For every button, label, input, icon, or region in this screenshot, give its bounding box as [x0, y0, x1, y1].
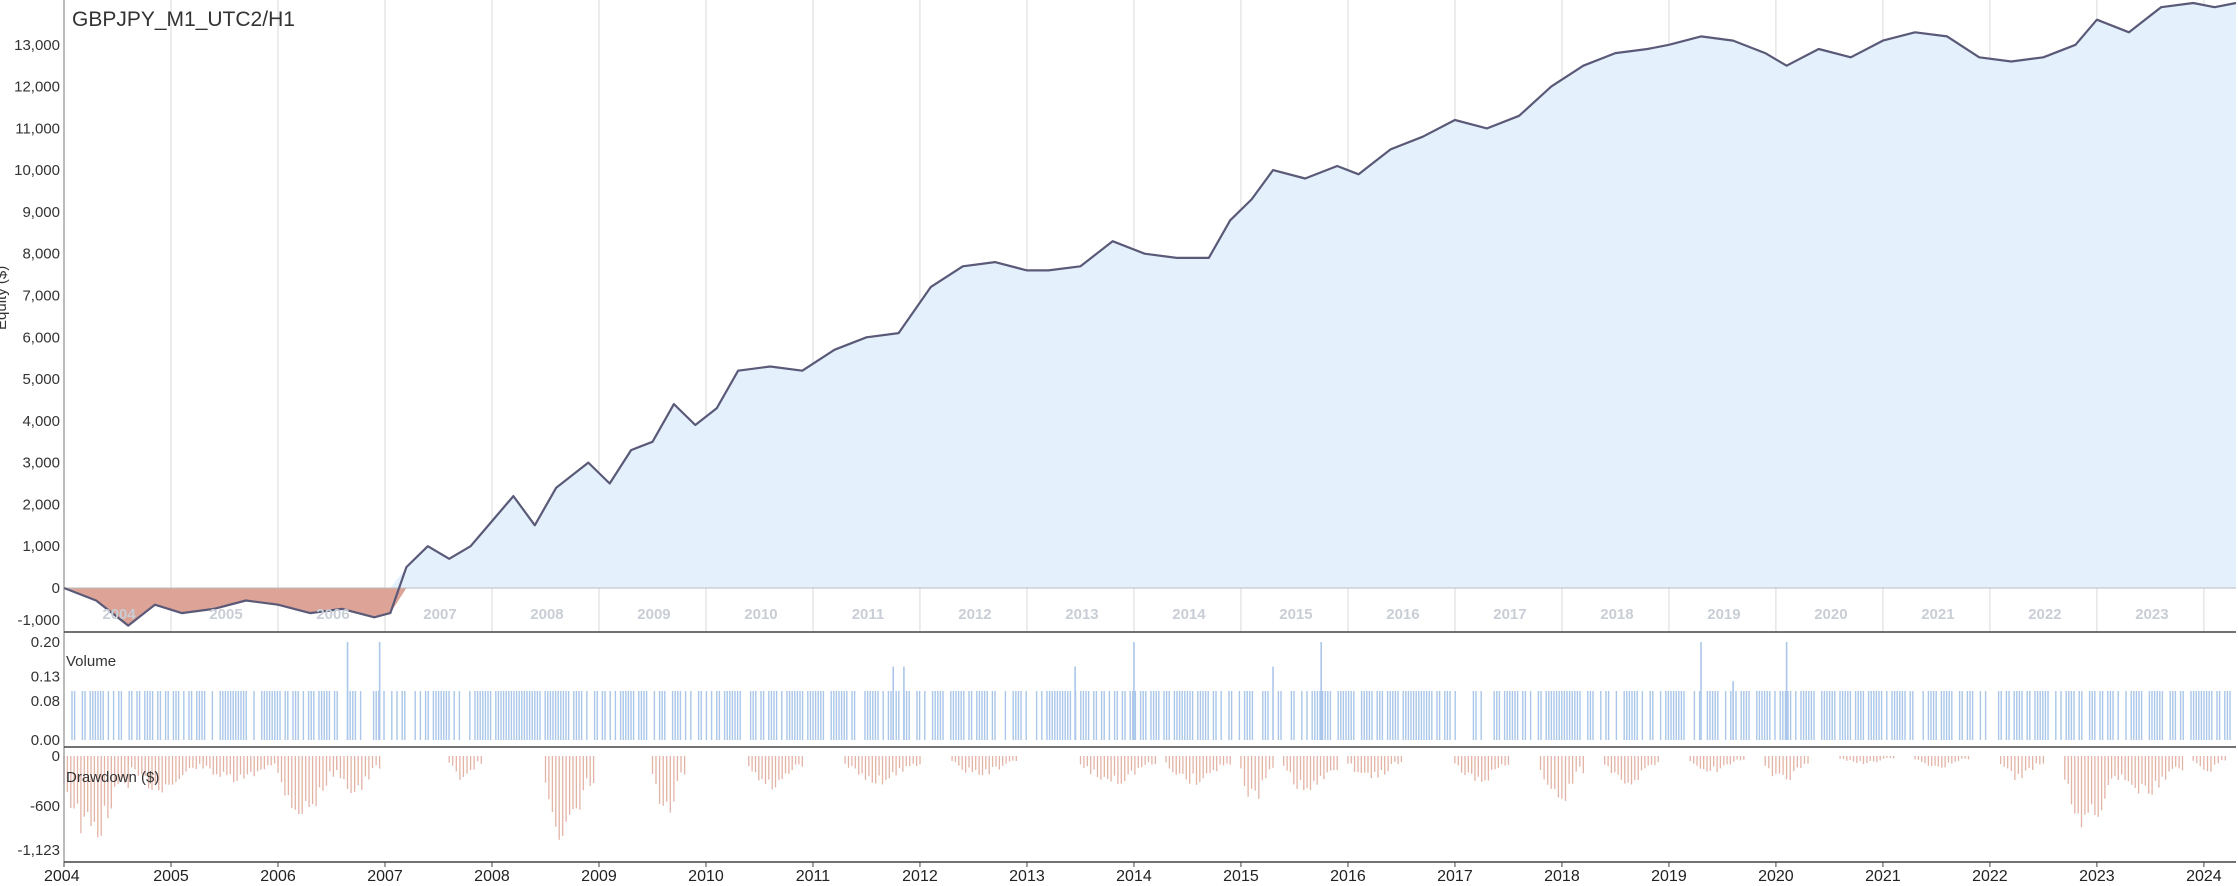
equity-tick-label: 10,000 [14, 162, 60, 179]
equity-tick-label: 8,000 [22, 246, 60, 263]
x-tick-label: 2013 [1009, 868, 1045, 885]
year-watermark: 2013 [1065, 606, 1098, 623]
equity-tick-label: 11,000 [15, 120, 60, 137]
x-tick-label: 2017 [1437, 868, 1473, 885]
year-watermark: 2023 [2135, 606, 2168, 623]
equity-tick-label: 4,000 [22, 413, 60, 430]
equity-tick-label: -1,000 [17, 612, 60, 629]
x-tick-label: 2016 [1330, 868, 1366, 885]
x-tick-label: 2023 [2079, 868, 2115, 885]
drawdown-tick-label: -600 [30, 798, 60, 815]
x-tick-label: 2004 [44, 868, 80, 885]
drawdown-panel-label: Drawdown ($) [66, 769, 159, 786]
year-watermark: 2009 [637, 606, 670, 623]
year-watermark: 2018 [1600, 606, 1633, 623]
year-watermark: 2012 [958, 606, 991, 623]
year-watermark: 2017 [1493, 606, 1526, 623]
year-watermark: 2015 [1279, 606, 1312, 623]
year-watermark: 2019 [1707, 606, 1740, 623]
year-watermark: 2021 [1921, 606, 1954, 623]
year-watermark: 2005 [209, 606, 242, 623]
year-watermark: 2022 [2028, 606, 2061, 623]
year-watermark: 2014 [1172, 606, 1206, 623]
volume-tick-label: 0.08 [31, 693, 60, 710]
x-tick-label: 2022 [1972, 868, 2008, 885]
equity-tick-label: 9,000 [22, 204, 60, 221]
year-watermark: 2007 [423, 606, 456, 623]
drawdown-tick-label: -1,123 [17, 842, 60, 859]
volume-tick-label: 0.13 [31, 668, 60, 685]
x-tick-label: 2011 [796, 868, 831, 885]
equity-tick-label: 2,000 [22, 496, 60, 513]
equity-tick-label: 1,000 [22, 538, 60, 555]
x-tick-label: 2010 [688, 868, 724, 885]
equity-tick-label: 3,000 [22, 455, 60, 472]
drawdown-panel [63, 756, 2226, 840]
x-tick-label: 2012 [902, 868, 938, 885]
volume-tick-label: 0.20 [31, 634, 60, 651]
volume-tick-label: 0.00 [31, 732, 60, 749]
drawdown-tick-label: 0 [52, 748, 60, 765]
equity-tick-label: 5,000 [22, 371, 60, 388]
equity-tick-label: 6,000 [22, 329, 60, 346]
chart-title: GBPJPY_M1_UTC2/H1 [72, 8, 295, 31]
year-watermark: 2016 [1386, 606, 1419, 623]
x-tick-label: 2009 [581, 868, 617, 885]
x-tick-label: 2006 [260, 868, 296, 885]
volume-panel [71, 642, 2231, 740]
equity-axis-label: Equity ($) [0, 266, 10, 330]
x-tick-label: 2005 [153, 868, 189, 885]
equity-tick-label: 13,000 [14, 37, 60, 54]
equity-positive-area [64, 3, 2236, 588]
year-watermark: 2020 [1814, 606, 1847, 623]
year-watermark: 2004 [102, 606, 136, 623]
equity-negative-area [64, 588, 2236, 626]
x-tick-label: 2024 [2186, 868, 2222, 885]
x-tick-label: 2014 [1116, 868, 1152, 885]
year-watermark: 2011 [852, 606, 885, 623]
x-tick-label: 2019 [1651, 868, 1687, 885]
x-tick-label: 2021 [1865, 868, 1901, 885]
x-tick-label: 2008 [474, 868, 510, 885]
year-watermark: 2010 [744, 606, 777, 623]
volume-panel-label: Volume [66, 653, 116, 670]
equity-line [63, 1, 2237, 627]
x-tick-label: 2018 [1544, 868, 1580, 885]
x-tick-label: 2007 [367, 868, 403, 885]
equity-tick-label: 0 [52, 580, 60, 597]
equity-panel: 2004 2005 2006 2007 2008 2009 2010 2011 2012 2013… [63, 1, 2237, 627]
x-tick-label: 2020 [1758, 868, 1794, 885]
equity-tick-label: 7,000 [22, 288, 60, 305]
x-tick-label: 2015 [1223, 868, 1259, 885]
axes: -1,000 0 1,000 2,000 3,000 4,000 5,000 6,000 7,0… [14, 0, 2236, 885]
equity-tick-label: 12,000 [14, 79, 60, 96]
year-watermark: 2006 [316, 606, 349, 623]
year-watermark: 2008 [530, 606, 563, 623]
